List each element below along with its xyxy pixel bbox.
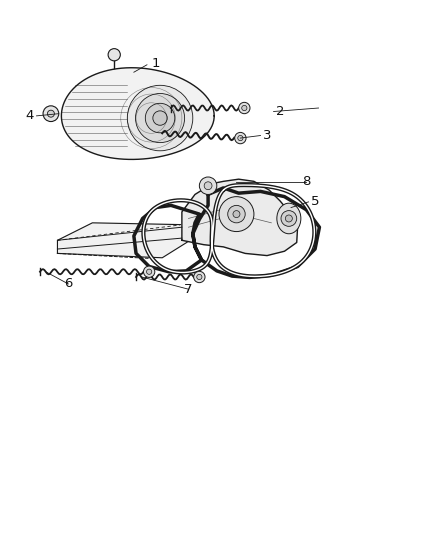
Circle shape [153, 111, 167, 125]
Circle shape [147, 269, 152, 274]
Circle shape [219, 197, 254, 231]
Text: 4: 4 [25, 109, 33, 123]
Circle shape [47, 110, 54, 117]
Circle shape [286, 215, 292, 222]
Circle shape [204, 182, 212, 190]
Circle shape [235, 132, 246, 144]
Circle shape [127, 85, 193, 151]
Polygon shape [61, 68, 214, 159]
Text: 3: 3 [263, 129, 271, 142]
Text: 2: 2 [276, 105, 284, 118]
Circle shape [242, 106, 247, 111]
Polygon shape [182, 179, 297, 256]
Circle shape [108, 49, 120, 61]
Polygon shape [57, 223, 201, 258]
Text: 5: 5 [311, 195, 319, 207]
Circle shape [43, 106, 59, 122]
Circle shape [238, 135, 243, 141]
Circle shape [135, 93, 184, 143]
Text: 1: 1 [152, 57, 160, 70]
Circle shape [233, 211, 240, 217]
Circle shape [145, 103, 175, 133]
Circle shape [281, 211, 297, 227]
Circle shape [197, 274, 202, 280]
Ellipse shape [277, 203, 301, 234]
Circle shape [239, 102, 250, 114]
Circle shape [194, 271, 205, 282]
Circle shape [228, 205, 245, 223]
Circle shape [199, 177, 217, 195]
Circle shape [144, 266, 155, 277]
Text: 8: 8 [302, 175, 311, 188]
Text: 6: 6 [64, 278, 73, 290]
Text: 7: 7 [184, 282, 193, 296]
